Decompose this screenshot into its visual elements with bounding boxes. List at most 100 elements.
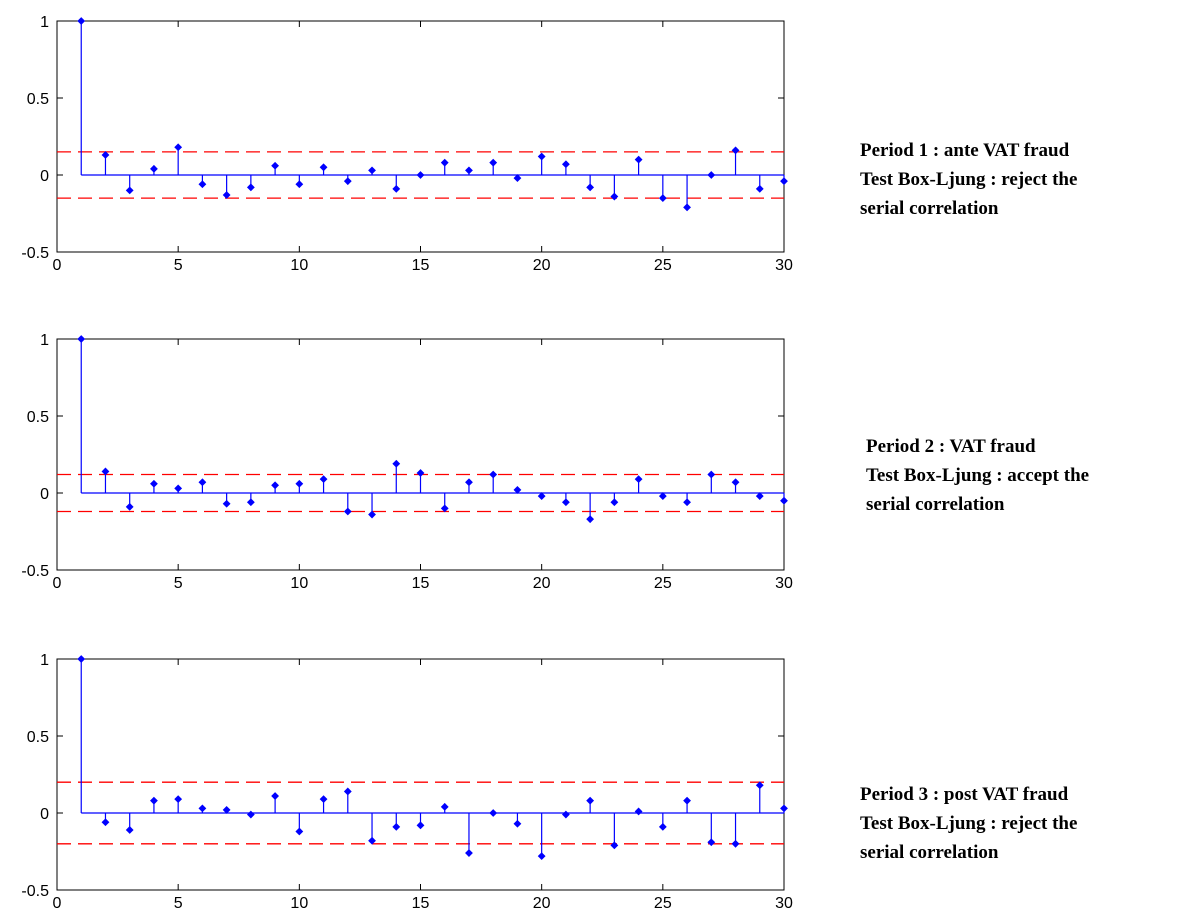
stem-marker <box>707 171 716 179</box>
stem-marker <box>77 655 86 663</box>
stem-marker <box>343 177 352 186</box>
x-tick-label: 20 <box>533 575 551 592</box>
axes-box <box>56 658 785 891</box>
stem-marker <box>634 807 643 816</box>
stem-marker <box>731 478 740 487</box>
stem-marker <box>513 174 522 182</box>
stem-marker <box>319 475 328 484</box>
stem-marker <box>780 804 788 813</box>
stem-marker <box>343 787 352 796</box>
stem-marker <box>271 161 280 170</box>
period-1-test: Test Box-Ljung : reject the serial corre… <box>860 169 1078 219</box>
stem-marker <box>731 839 740 848</box>
stem-marker <box>101 818 110 827</box>
y-tick-label: 1 <box>40 332 49 349</box>
stem-marker <box>755 492 764 500</box>
x-tick-label: 30 <box>775 257 793 274</box>
x-tick-label: 30 <box>775 895 793 912</box>
y-tick-label: 1 <box>40 652 49 669</box>
stem-marker <box>150 796 158 805</box>
stem-marker <box>513 486 522 494</box>
stem-marker <box>561 160 570 169</box>
stem-marker <box>586 183 595 192</box>
annotation-period-3: Period 3 : post VAT fraud Test Box-Ljung… <box>860 780 1180 867</box>
x-tick-label: 25 <box>654 895 672 912</box>
stem-marker <box>707 838 716 847</box>
stem-marker <box>658 822 667 831</box>
stem-marker <box>683 498 691 507</box>
stem-marker <box>77 335 86 343</box>
x-tick-label: 25 <box>654 257 672 274</box>
stem-marker <box>368 510 376 519</box>
stem-marker <box>295 479 304 488</box>
stem-marker <box>222 806 231 814</box>
stem-marker <box>465 166 473 175</box>
stem-marker <box>755 184 764 193</box>
stem-marker <box>610 498 619 507</box>
annotation-period-2: Period 2 : VAT fraud Test Box-Ljung : ac… <box>866 432 1186 519</box>
x-tick-label: 15 <box>412 895 430 912</box>
stem-marker <box>561 810 570 819</box>
x-tick-label: 0 <box>53 575 62 592</box>
stem-marker <box>586 796 595 805</box>
stem-marker <box>465 849 473 857</box>
stem-marker <box>174 143 183 152</box>
stem-marker <box>561 498 570 507</box>
y-tick-label: 1 <box>40 14 49 31</box>
stem-marker <box>537 852 546 861</box>
stem-marker <box>610 192 619 201</box>
period-2-test: Test Box-Ljung : accept the serial corre… <box>866 465 1090 515</box>
x-tick-label: 25 <box>654 575 672 592</box>
stem-marker <box>586 515 595 524</box>
stem-marker <box>489 809 498 817</box>
stem-marker <box>537 492 546 500</box>
stem-marker <box>440 504 449 513</box>
stem-marker <box>392 184 401 193</box>
stem-marker <box>174 484 183 493</box>
y-tick-label: -0.5 <box>21 883 49 900</box>
stem-marker <box>101 467 110 476</box>
stem-marker <box>198 804 207 813</box>
stem-marker <box>198 180 207 189</box>
stem-marker <box>658 194 667 203</box>
stem-marker <box>465 478 473 487</box>
stem-marker <box>319 163 328 172</box>
x-tick-label: 0 <box>53 895 62 912</box>
x-tick-label: 20 <box>533 257 551 274</box>
stem-marker <box>174 795 183 804</box>
stem-marker <box>537 152 546 161</box>
x-tick-label: 10 <box>290 895 308 912</box>
x-tick-label: 5 <box>174 895 183 912</box>
y-tick-label: 0 <box>40 486 49 503</box>
y-tick-label: 0 <box>40 806 49 823</box>
stem-marker <box>416 469 425 477</box>
stem-marker <box>513 819 522 828</box>
stem-marker <box>780 177 788 186</box>
x-tick-label: 15 <box>412 257 430 274</box>
stem-marker <box>77 17 86 25</box>
y-tick-label: -0.5 <box>21 245 49 262</box>
x-tick-label: 15 <box>412 575 430 592</box>
stem-marker <box>755 781 764 790</box>
stem-marker <box>440 158 449 167</box>
x-tick-label: 10 <box>290 575 308 592</box>
stem-marker <box>392 459 401 468</box>
x-tick-label: 20 <box>533 895 551 912</box>
axes-box <box>56 20 785 253</box>
stem-marker <box>222 499 231 508</box>
stem-marker <box>246 810 255 819</box>
stem-marker <box>416 821 425 830</box>
x-tick-label: 30 <box>775 575 793 592</box>
stem-marker <box>489 470 498 479</box>
stem-marker <box>634 475 643 484</box>
annotation-period-1: Period 1 : ante VAT fraud Test Box-Ljung… <box>860 136 1180 223</box>
stem-marker <box>295 180 304 189</box>
stem-marker <box>150 479 158 488</box>
stem-marker <box>683 796 691 805</box>
period-3-test: Test Box-Ljung : reject the serial corre… <box>860 813 1078 863</box>
stem-marker <box>416 171 425 179</box>
stem-marker <box>271 792 280 800</box>
stem-marker <box>125 186 134 195</box>
